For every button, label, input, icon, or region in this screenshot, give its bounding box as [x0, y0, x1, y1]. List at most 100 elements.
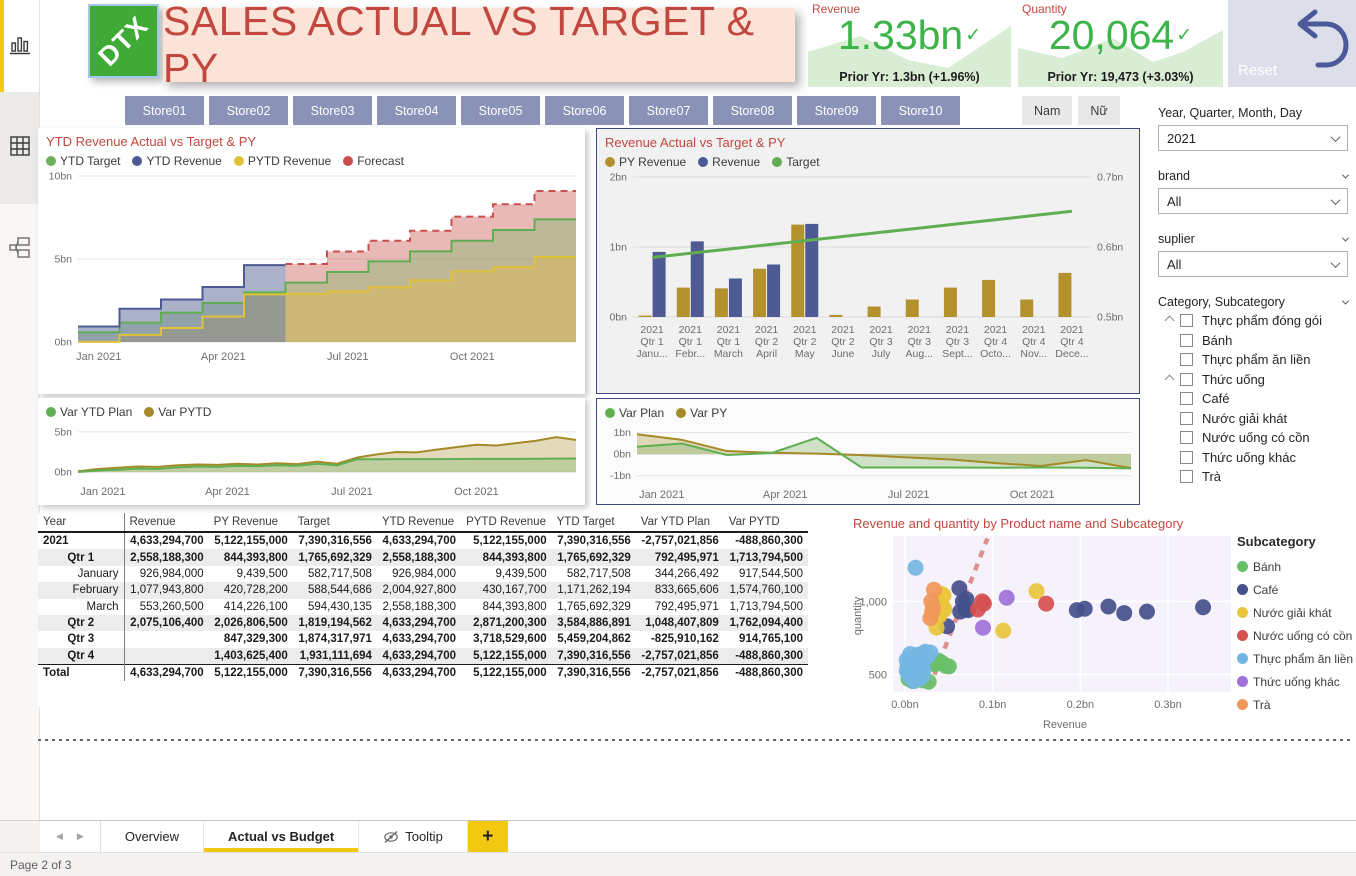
revenue-bar-chart[interactable]: 0bn 1bn 2bn 0.5bn 0.6bn 0.7bn 2021 Qtr 1 Janu...…: [597, 169, 1139, 388]
svg-text:Apr 2021: Apr 2021: [205, 486, 250, 498]
page-tab-overview[interactable]: Overview: [101, 821, 205, 852]
chevron-up-icon[interactable]: [1158, 374, 1180, 385]
table-header[interactable]: Var YTD Plan: [635, 513, 724, 533]
store-slicer-store01[interactable]: Store01: [125, 96, 204, 125]
suplier-filter-dropdown[interactable]: All: [1158, 251, 1348, 277]
checkbox[interactable]: [1180, 470, 1193, 484]
chevron-up-icon[interactable]: [1158, 315, 1180, 326]
store-slicer-store09[interactable]: Store09: [797, 96, 876, 125]
table-header[interactable]: Year: [38, 513, 125, 533]
store-slicer-store06[interactable]: Store06: [545, 96, 624, 125]
table-row[interactable]: Qtr 1 2,558,188,300 844,393,800 1,765,692,3…: [38, 549, 808, 566]
page-tab-label: Tooltip: [405, 829, 443, 844]
store-slicer-store08[interactable]: Store08: [713, 96, 792, 125]
cell-value: 847,329,300: [223, 633, 288, 646]
model-view-icon: [8, 236, 31, 264]
store-slicer-store02[interactable]: Store02: [209, 96, 288, 125]
reset-button[interactable]: Reset: [1228, 0, 1356, 87]
table-header[interactable]: Var PYTD: [723, 513, 808, 533]
svg-text:Jan 2021: Jan 2021: [80, 486, 125, 498]
cell-value: 4,633,294,700: [130, 535, 204, 548]
checkbox[interactable]: [1180, 353, 1193, 367]
tree-item[interactable]: Thức uống khác: [1158, 448, 1348, 468]
report-view-button[interactable]: [0, 0, 39, 92]
store-slicer-store07[interactable]: Store07: [629, 96, 708, 125]
gender-slicer-nam[interactable]: Nam: [1022, 96, 1073, 125]
svg-text:Apr 2021: Apr 2021: [763, 489, 808, 501]
chevron-down-icon[interactable]: [1341, 234, 1350, 242]
checkbox[interactable]: [1180, 411, 1193, 425]
var-plan-area-chart[interactable]: 1bn 0bn -1bn Jan 2021 Apr 2021 Jul 2021 Oct 20…: [597, 420, 1139, 509]
var-ytd-chart-panel[interactable]: Var YTD Plan Var PYTD 5bn 0bn Jan 2021 Apr 2…: [38, 398, 585, 505]
store-slicer-store05[interactable]: Store05: [461, 96, 540, 125]
table-header[interactable]: YTD Revenue: [376, 513, 462, 533]
checkbox[interactable]: [1180, 372, 1193, 386]
svg-text:Jul 2021: Jul 2021: [331, 486, 373, 498]
var-plan-chart-panel[interactable]: Var Plan Var PY 1bn 0bn -1bn Jan 2021 Apr 202…: [596, 398, 1140, 505]
ytd-revenue-chart-panel[interactable]: YTD Revenue Actual vs Target & PY YTD Ta…: [38, 128, 585, 394]
table-row[interactable]: February 1,077,943,800 420,728,200 588,544,…: [38, 582, 808, 599]
page-tab-tooltip[interactable]: Tooltip: [359, 821, 468, 852]
table-row[interactable]: January 926,984,000 9,439,500 582,717,508 92…: [38, 565, 808, 583]
tree-item[interactable]: Thực phẩm đóng gói: [1158, 311, 1348, 331]
cell-value: 582,717,508: [307, 567, 372, 580]
kpi-card-quantity[interactable]: Quantity 20,064 ✓ Prior Yr: 19,473 (+3.03…: [1018, 0, 1223, 87]
table-header[interactable]: Revenue: [124, 513, 209, 533]
page-tab-actual-vs-budget[interactable]: Actual vs Budget: [204, 821, 360, 852]
tree-item[interactable]: Café: [1158, 389, 1348, 409]
checkbox[interactable]: [1180, 431, 1193, 445]
checkbox[interactable]: [1180, 392, 1193, 406]
table-row[interactable]: March 553,260,500 414,226,100 594,430,135 2,…: [38, 598, 808, 615]
cell-value: 4,633,294,700: [124, 664, 209, 682]
store-slicer-store03[interactable]: Store03: [293, 96, 372, 125]
tree-item[interactable]: Nước uống có cồn: [1158, 428, 1348, 448]
prev-page-arrow[interactable]: ◀: [56, 831, 63, 841]
table-header[interactable]: Target: [292, 513, 377, 533]
tree-item[interactable]: Nước giải khát: [1158, 409, 1348, 429]
checkbox[interactable]: [1180, 314, 1193, 328]
table-header[interactable]: PYTD Revenue: [461, 513, 552, 533]
cell-value: 2,026,806,500: [214, 617, 288, 630]
status-bar: Page 2 of 3: [0, 852, 1356, 876]
chevron-down-icon[interactable]: [1341, 171, 1350, 179]
store-slicer-store04[interactable]: Store04: [377, 96, 456, 125]
cell-value: 2,075,106,400: [130, 617, 204, 630]
store-slicer-store10[interactable]: Store10: [881, 96, 960, 125]
table-row[interactable]: Total 4,633,294,700 5,122,155,000 7,390,316…: [38, 664, 808, 682]
ytd-area-chart[interactable]: 0bn 5bn 10bn Jan 2021 Apr 2021 Jul 2021 Oct 20…: [38, 168, 585, 379]
revenue-bar-chart-panel[interactable]: Revenue Actual vs Target & PY PY Revenue…: [596, 128, 1140, 394]
table-row[interactable]: Qtr 2 2,075,106,400 2,026,806,500 1,819,194…: [38, 614, 808, 632]
svg-text:Jul 2021: Jul 2021: [888, 489, 930, 501]
tree-item-label: Nước giải khát: [1202, 410, 1288, 426]
gender-slicer-nữ[interactable]: Nữ: [1078, 96, 1120, 125]
table-header[interactable]: PY Revenue: [208, 513, 293, 533]
var-ytd-area-chart[interactable]: 5bn 0bn Jan 2021 Apr 2021 Jul 2021 Oct 2021: [38, 419, 585, 508]
brand-filter-dropdown[interactable]: All: [1158, 188, 1348, 214]
matrix-table[interactable]: Year Revenue PY Revenue Target YTD Revenue PY…: [38, 513, 808, 682]
model-view-button[interactable]: [0, 204, 39, 296]
cell-value: 1,762,094,400: [729, 617, 803, 630]
matrix-table-panel[interactable]: Year Revenue PY Revenue Target YTD Revenue PY…: [38, 513, 808, 707]
tree-item[interactable]: Thực phẩm ăn liền: [1158, 350, 1348, 370]
tree-item[interactable]: Bánh: [1158, 331, 1348, 351]
checkbox[interactable]: [1180, 333, 1193, 347]
scatter-chart-panel[interactable]: Revenue and quantity by Product name and…: [845, 510, 1356, 747]
next-page-arrow[interactable]: ▶: [76, 831, 84, 841]
chart-legend: Var Plan Var PY: [597, 399, 1139, 420]
kpi-card-revenue[interactable]: Revenue 1.33bn ✓ Prior Yr: 1.3bn (+1.96%): [808, 0, 1011, 87]
scatter-plot[interactable]: 0.0bn 0.1bn 0.2bn 0.3bn 500 1,000 Revenue quant…: [849, 534, 1237, 749]
data-view-button[interactable]: [0, 92, 39, 204]
table-row[interactable]: 2021 4,633,294,700 5,122,155,000 7,390,316,…: [38, 532, 808, 550]
table-row[interactable]: Qtr 4 1,403,625,400 1,931,111,694 4,633,294…: [38, 647, 808, 665]
table-header[interactable]: YTD Target: [551, 513, 636, 533]
checkbox[interactable]: [1180, 450, 1193, 464]
tree-item[interactable]: Thức uống: [1158, 370, 1348, 390]
cell-value: 1,077,943,800: [130, 584, 204, 597]
table-row[interactable]: Qtr 3 847,329,300 1,874,317,971 4,633,294,7…: [38, 631, 808, 648]
tree-item[interactable]: Trà: [1158, 467, 1348, 487]
chevron-down-icon[interactable]: [1341, 297, 1350, 305]
date-filter-dropdown[interactable]: 2021: [1158, 125, 1348, 151]
add-page-button[interactable]: +: [467, 821, 508, 852]
